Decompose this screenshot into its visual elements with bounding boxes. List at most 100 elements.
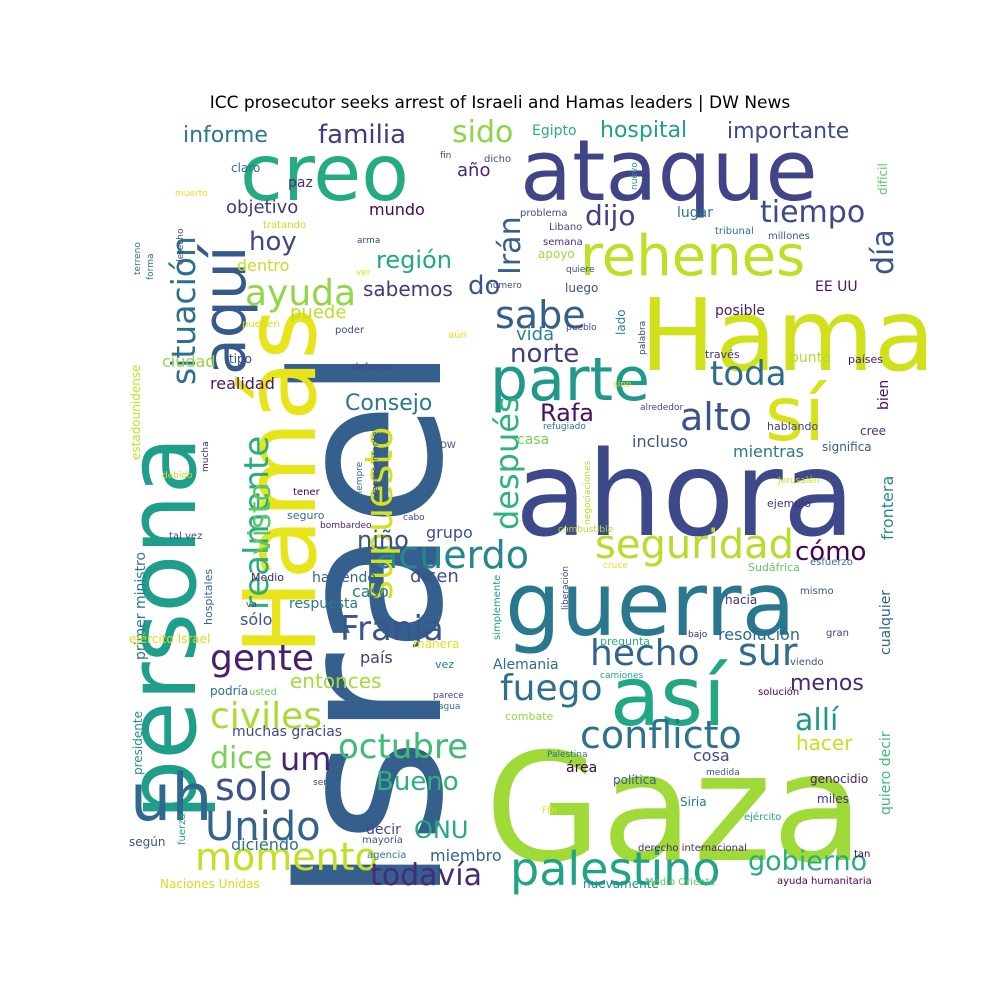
cloud-word: representante [371, 431, 381, 495]
cloud-word: parte [490, 345, 650, 415]
cloud-word: visto [243, 483, 278, 555]
cloud-word: solución [758, 686, 799, 698]
cloud-word: Medio [251, 571, 284, 584]
cloud-word: cree [860, 424, 886, 438]
cloud-word: posible [715, 303, 765, 319]
cloud-word: muchas gracias [232, 724, 342, 740]
cloud-word: aún [448, 329, 467, 341]
cloud-word: norte [510, 339, 579, 369]
cloud-word: punto [790, 350, 831, 366]
cloud-word: diciendo [231, 835, 299, 854]
chart-title: ICC prosecutor seeks arrest of Israeli a… [209, 93, 791, 113]
cloud-word: sino [613, 380, 632, 390]
cloud-word: incluso [632, 432, 688, 451]
cloud-word: casa [517, 432, 549, 448]
cloud-word: defensa [352, 362, 392, 373]
cloud-word: gente [210, 638, 314, 679]
cloud-word: gobierno [748, 846, 867, 877]
cloud-word: según [129, 835, 165, 849]
cloud-word: decir [366, 822, 401, 838]
cloud-word: ONU [414, 816, 468, 844]
cloud-word: dentro [237, 256, 289, 275]
cloud-word: mientras [733, 442, 804, 461]
cloud-word: dice [210, 741, 272, 776]
cloud-word: miembro [430, 846, 502, 865]
cloud-word: terreno [133, 242, 143, 275]
cloud-word: refugiado [543, 422, 586, 432]
cloud-word: región [376, 246, 452, 274]
cloud-word: quiero decir [878, 731, 894, 815]
cloud-word: hecho [590, 633, 700, 674]
cloud-word: miles [817, 792, 849, 806]
cloud-word: liberación [560, 566, 571, 610]
cloud-word: presidente [131, 711, 145, 775]
cloud-word: poder [335, 325, 365, 336]
cloud-word: rehenes [580, 224, 805, 289]
cloud-word: importante [727, 119, 849, 144]
cloud-word: familia [318, 120, 406, 150]
cloud-word: lugar [677, 205, 713, 221]
cloud-word: hospitales [202, 569, 215, 625]
cloud-word: usted [249, 687, 277, 698]
cloud-word: ataque [520, 122, 818, 221]
cloud-word: alrededor [640, 403, 684, 413]
cloud-word: Egipto [532, 123, 577, 139]
cloud-word: camiones [600, 671, 643, 681]
cloud-word: Consejo [345, 391, 432, 416]
cloud-word: momento [195, 835, 378, 879]
cloud-word: Jerusalén [777, 475, 820, 486]
cloud-word: Franja [340, 609, 444, 649]
cloud-word: Irán [493, 216, 528, 275]
cloud-word: Alemania [493, 657, 559, 673]
cloud-word: tribunal [715, 226, 754, 237]
cloud-word: simplemente [492, 575, 503, 640]
cloud-word: Bueno [376, 767, 459, 797]
cloud-word: hoy [249, 227, 297, 257]
cloud-word: países [848, 353, 883, 366]
cloud-word: Medio Oriente [645, 877, 716, 888]
cloud-word: conflicto [580, 713, 742, 757]
cloud-word: agencia [367, 850, 406, 861]
cloud-word: ejército Israel [129, 632, 210, 646]
cloud-word: Libano [549, 222, 582, 233]
cloud-word: dijo [585, 199, 635, 232]
cloud-word: sabe [495, 293, 586, 337]
cloud-word: dicho [484, 154, 511, 165]
cloud-word: pueblo [566, 323, 597, 333]
cloud-word: solo [215, 765, 292, 809]
cloud-word: Sudáfrica [748, 561, 800, 574]
cloud-word: sí [765, 370, 827, 458]
cloud-word: acuerdo [375, 533, 529, 577]
cloud-word: lado [614, 309, 628, 335]
cloud-word: Gaza [485, 722, 864, 896]
cloud-word: forma [146, 254, 156, 281]
cloud-word: bajo [688, 630, 708, 640]
cloud-word: Palestina [547, 750, 588, 760]
cloud-word: área [566, 760, 597, 776]
cloud-word: vez [435, 658, 454, 671]
cloud-word: octubre [338, 727, 468, 767]
cloud-word: bien [876, 380, 892, 410]
cloud-word: número [487, 281, 522, 291]
cloud-word: agua [438, 702, 460, 712]
cloud-word: después [488, 396, 526, 530]
cloud-word: ciudad [162, 352, 216, 371]
cloud-word: allí [795, 703, 840, 738]
cloud-word: Hama [640, 277, 935, 394]
cloud-word: tener [293, 487, 321, 498]
cloud-word: supuesto [357, 427, 401, 600]
cloud-word: pueden [242, 319, 280, 330]
cloud-word: mundo [369, 200, 425, 219]
cloud-word: gran [826, 628, 849, 639]
cloud-word: realmente [237, 436, 277, 610]
cloud-word: hablando [767, 420, 818, 433]
cloud-word: medida [706, 768, 740, 778]
cloud-word: esfuerzo [810, 557, 853, 568]
cloud-word: siempre [355, 461, 365, 498]
cloud-word: puede [290, 302, 346, 323]
cloud-word: ahora [515, 425, 855, 563]
cloud-word: palestino [510, 842, 721, 896]
cloud-word: país [360, 648, 393, 667]
cloud-word: problema [520, 208, 568, 219]
